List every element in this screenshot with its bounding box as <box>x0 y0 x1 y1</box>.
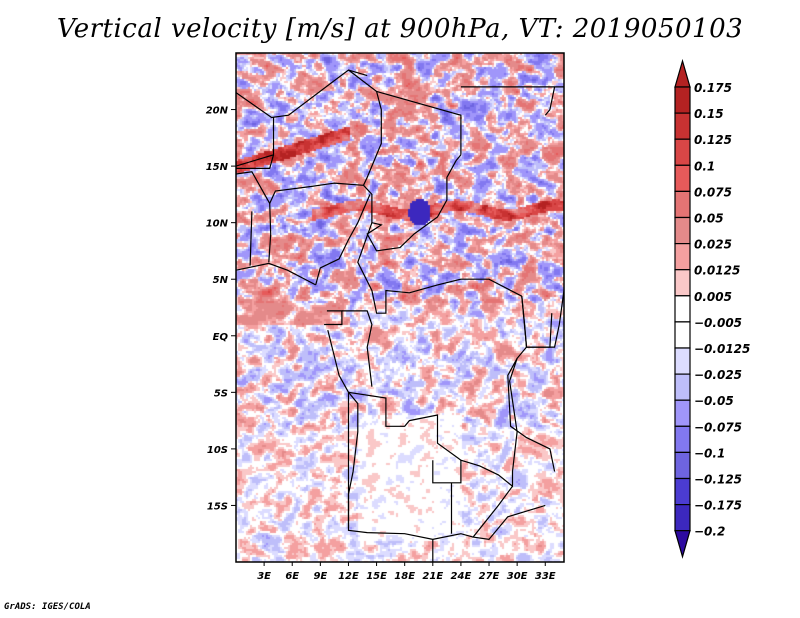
border-line <box>347 391 359 529</box>
colorbar-arrow-bottom <box>674 530 691 559</box>
colorbar-label: 0.15 <box>694 107 724 121</box>
border-line <box>249 211 253 266</box>
colorbar-label: −0.125 <box>694 473 742 487</box>
y-tick-label: 5S <box>214 388 228 399</box>
colorbar-box <box>674 373 691 401</box>
colorbar-box <box>674 216 691 245</box>
colorbar-box <box>674 295 691 323</box>
border-line <box>432 460 462 484</box>
x-tick-label: 24E <box>451 571 472 582</box>
border-line <box>268 203 272 263</box>
colorbar-label: −0.0125 <box>694 342 750 356</box>
border-line <box>324 310 343 326</box>
border-line <box>357 222 523 314</box>
y-tick-label: 10S <box>207 445 228 456</box>
y-tick-label: 10N <box>206 219 229 230</box>
colorbar-label: 0.175 <box>694 81 732 95</box>
colorbar-label: 0.1 <box>694 159 715 173</box>
colorbar-box <box>674 399 691 427</box>
border-line <box>526 313 553 348</box>
y-tick-label: 5N <box>213 275 229 286</box>
y-axis: 20N 15N 10N 5N EQ 5S 10S 15S <box>206 106 236 512</box>
border-line <box>507 358 556 472</box>
x-tick-label: 27E <box>479 571 500 582</box>
colorbar-label: −0.1 <box>694 446 725 460</box>
colorbar-label: −0.05 <box>694 394 734 408</box>
vertical-velocity-field <box>236 53 564 562</box>
colorbar-box <box>674 347 691 375</box>
border-line <box>341 310 373 387</box>
colorbar-label: 0.05 <box>694 212 724 226</box>
colorbar-box <box>674 425 691 453</box>
x-tick-label: 6E <box>285 571 299 582</box>
colorbar-box <box>674 112 691 140</box>
country-borders <box>236 69 564 562</box>
x-tick-label: 12E <box>338 571 359 582</box>
grads-credit: GrADS: IGES/COLA <box>4 602 91 612</box>
colorbar-box <box>674 477 691 506</box>
colorbar-label: 0.025 <box>694 238 732 252</box>
colorbar-box <box>674 243 691 271</box>
colorbar-box <box>674 164 691 193</box>
y-tick-label: EQ <box>213 332 229 343</box>
x-tick-label: 21E <box>422 571 443 582</box>
colorbar-box <box>674 451 691 480</box>
border-line <box>236 117 275 167</box>
colorbar-box <box>674 86 691 114</box>
colorbar-label: −0.2 <box>694 525 725 539</box>
border-line <box>236 171 364 205</box>
border-line <box>471 485 546 541</box>
colorbar-label: 0.075 <box>694 185 732 199</box>
border-line <box>544 86 556 116</box>
x-tick-label: 9E <box>313 571 327 582</box>
x-axis: 3E 6E 9E 12E 15E 18E 21E 24E 27E 30E 33E <box>257 562 556 582</box>
border-line <box>348 69 462 155</box>
colorbar-label: −0.025 <box>694 368 742 382</box>
chart-title: Vertical velocity [m/s] at 900hPa, VT: 2… <box>56 14 744 44</box>
x-tick-label: 3E <box>257 571 271 582</box>
border-line <box>347 392 474 541</box>
x-tick-label: 18E <box>394 571 415 582</box>
x-tick-label: 30E <box>507 571 528 582</box>
border-line <box>236 69 368 119</box>
border-line <box>315 194 371 286</box>
colorbar-box <box>674 138 691 166</box>
border-line <box>363 154 462 252</box>
colorbar-box <box>674 190 691 219</box>
y-tick-label: 15N <box>206 162 229 173</box>
y-tick-label: 20N <box>206 106 229 117</box>
x-tick-label: 33E <box>535 571 556 582</box>
colorbar-box <box>674 269 691 297</box>
colorbar-box <box>674 504 691 532</box>
border-line <box>236 154 275 169</box>
colorbar-box <box>674 321 691 349</box>
border-line <box>362 91 382 186</box>
plot-frame <box>235 52 565 563</box>
colorbar-label: −0.175 <box>694 499 742 513</box>
colorbar-label: −0.005 <box>694 316 742 330</box>
colorbar-arrow-top <box>674 58 691 88</box>
y-tick-label: 15S <box>207 501 228 512</box>
colorbar-label: −0.075 <box>694 420 742 434</box>
colorbar-label: 0.005 <box>694 290 732 304</box>
x-tick-label: 15E <box>366 571 387 582</box>
border-line <box>236 262 316 286</box>
border-line <box>521 290 564 348</box>
colorbar-label: 0.0125 <box>694 264 740 278</box>
border-line <box>327 296 528 488</box>
colorbar-label: 0.125 <box>694 133 732 147</box>
colorbar: 0.175 0.15 0.125 0.1 0.075 0.05 0.025 0.0125 0.0… <box>674 58 750 559</box>
